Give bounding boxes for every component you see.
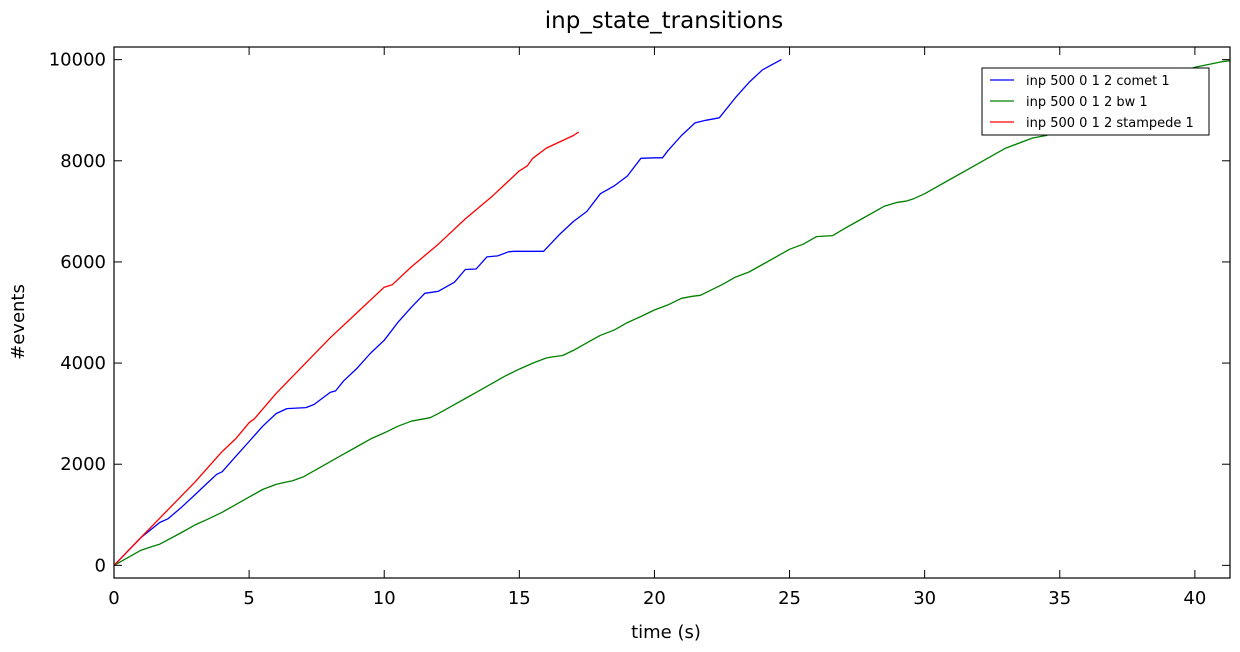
legend-box	[981, 67, 1210, 136]
chart-title: inp_state_transitions	[545, 8, 783, 34]
x-tick-label: 30	[913, 588, 936, 609]
legend-label-2: inp 500 0 1 2 stampede 1	[1026, 116, 1194, 131]
series-line-0	[113, 59, 782, 566]
legend: inp 500 0 1 2 comet 1 inp 500 0 1 2 bw 1 i…	[981, 67, 1210, 136]
x-tick-label: 10	[373, 588, 396, 609]
legend-items: inp 500 0 1 2 comet 1 inp 500 0 1 2 bw 1 i…	[990, 74, 1194, 131]
legend-label-0: inp 500 0 1 2 comet 1	[1026, 74, 1170, 89]
x-tick-label: 35	[1048, 588, 1071, 609]
x-tick-label: 5	[243, 588, 254, 609]
y-tick-label: 2000	[60, 454, 106, 475]
x-tick-label: 20	[643, 588, 666, 609]
x-tick-label: 40	[1183, 588, 1206, 609]
x-tick-label: 25	[778, 588, 801, 609]
y-tick-label: 6000	[60, 252, 106, 273]
ticks-layer: 0 5 10 15 20 25 30 35 40 0 2000 4000 6000 8000 10000	[49, 47, 1230, 609]
series-line-2	[113, 131, 580, 566]
x-tick-label: 15	[508, 588, 531, 609]
x-axis-label: time (s)	[631, 622, 701, 643]
y-tick-label: 4000	[60, 353, 106, 374]
legend-label-1: inp 500 0 1 2 bw 1	[1026, 95, 1148, 110]
plot-frame	[113, 46, 1231, 579]
y-tick-label: 10000	[49, 50, 106, 71]
x-tick-label: 0	[108, 588, 119, 609]
y-axis-label: #events	[8, 284, 29, 360]
series-line-1	[113, 60, 1231, 566]
series-layer	[113, 59, 1231, 566]
y-tick-label: 0	[95, 555, 106, 576]
y-tick-label: 8000	[60, 151, 106, 172]
